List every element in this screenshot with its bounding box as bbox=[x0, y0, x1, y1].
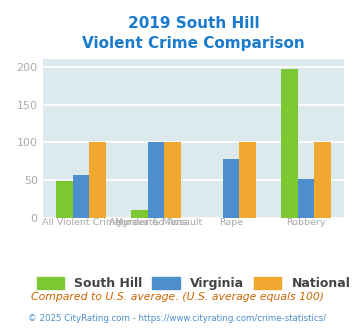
Text: © 2025 CityRating.com - https://www.cityrating.com/crime-statistics/: © 2025 CityRating.com - https://www.city… bbox=[28, 314, 327, 323]
Bar bbox=[223, 159, 239, 218]
Text: All Violent Crime: All Violent Crime bbox=[42, 218, 121, 227]
Text: Rape: Rape bbox=[219, 218, 243, 227]
Bar bbox=[281, 69, 297, 218]
Bar bbox=[314, 142, 331, 218]
Bar bbox=[164, 142, 181, 218]
Text: Murder & Mans...: Murder & Mans... bbox=[115, 218, 197, 227]
Text: Robbery: Robbery bbox=[286, 218, 326, 227]
Bar bbox=[297, 179, 314, 218]
Title: 2019 South Hill
Violent Crime Comparison: 2019 South Hill Violent Crime Comparison bbox=[82, 16, 305, 51]
Bar bbox=[73, 175, 89, 218]
Bar bbox=[131, 210, 148, 218]
Text: Aggravated Assault: Aggravated Assault bbox=[109, 218, 203, 227]
Text: Compared to U.S. average. (U.S. average equals 100): Compared to U.S. average. (U.S. average … bbox=[31, 292, 324, 302]
Bar bbox=[56, 181, 73, 218]
Legend: South Hill, Virginia, National: South Hill, Virginia, National bbox=[32, 272, 355, 295]
Bar bbox=[148, 142, 164, 218]
Bar bbox=[89, 142, 106, 218]
Bar bbox=[239, 142, 256, 218]
